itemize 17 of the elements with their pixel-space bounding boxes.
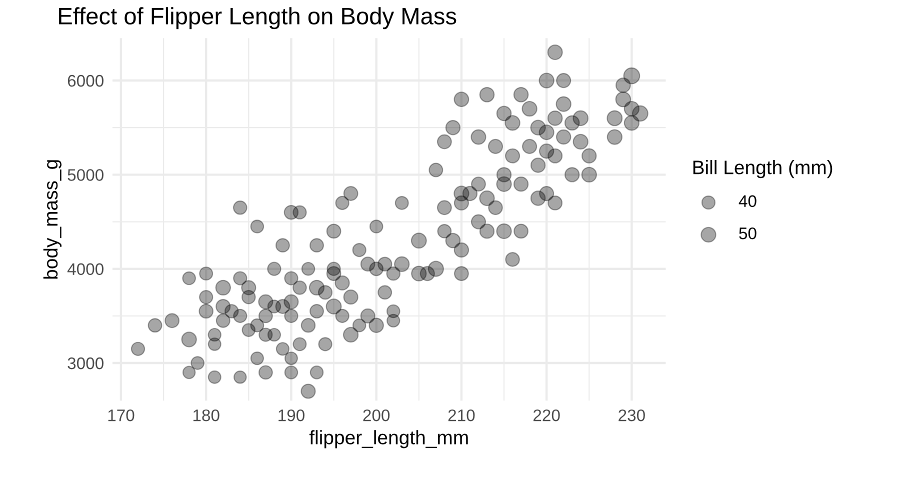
x-tick-label: 230 — [618, 409, 645, 422]
legend-title: Bill Length (mm) — [693, 160, 832, 178]
x-tick-label: 200 — [363, 409, 390, 422]
x-tick-label: 190 — [278, 409, 304, 422]
x-axis-title: flipper_length_mm — [309, 430, 468, 448]
legend-label: 50 — [739, 227, 756, 240]
x-tick-label: 210 — [448, 409, 475, 422]
legend-label: 40 — [738, 195, 756, 208]
y-axis-title: body_mass_g — [43, 160, 62, 279]
y-tick-label: 5000 — [68, 169, 104, 181]
x-tick-label: 220 — [534, 409, 560, 422]
x-tick-label: 170 — [108, 409, 134, 422]
y-tick-label: 3000 — [68, 357, 104, 370]
chart-title: Effect of Flipper Length on Body Mass — [59, 7, 456, 30]
x-tick-label: 180 — [193, 409, 220, 422]
y-tick-label: 4000 — [67, 263, 104, 276]
y-tick-label: 6000 — [68, 74, 104, 87]
